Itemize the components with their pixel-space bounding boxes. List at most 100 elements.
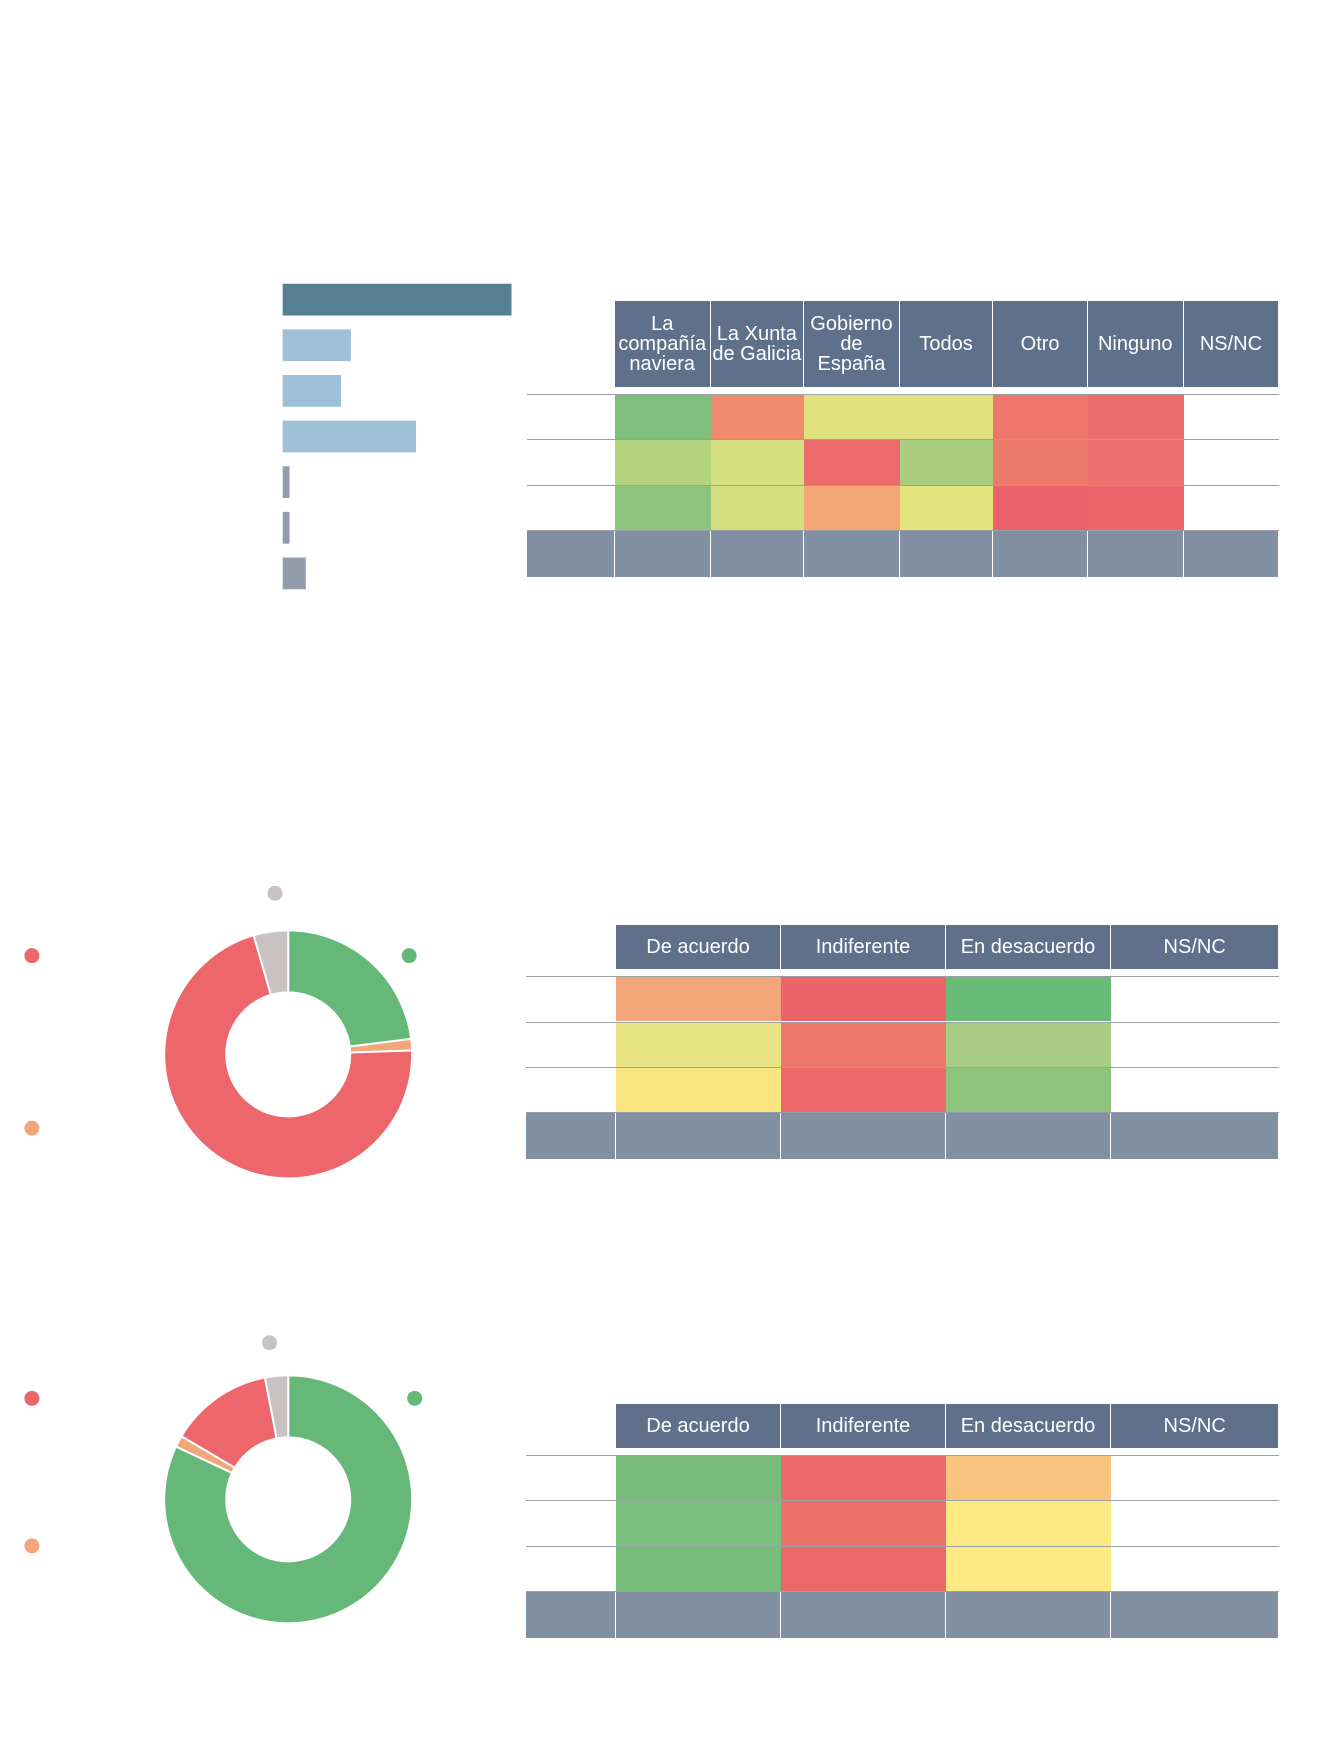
row-line <box>525 976 1280 978</box>
total-cell <box>710 530 805 577</box>
column-header: Indiferente <box>781 1403 946 1449</box>
column-header: NS/NC <box>1111 925 1280 970</box>
total-cell <box>1087 530 1184 577</box>
column-header: NS/NC <box>1183 300 1280 388</box>
row-line <box>526 484 1280 486</box>
column-header: Todos <box>899 300 994 388</box>
heat-cell <box>946 1066 1111 1113</box>
heat-cell <box>1111 1500 1280 1546</box>
heat-cell <box>1111 1455 1280 1501</box>
row-line <box>525 1066 1280 1068</box>
total-cell <box>525 1112 616 1159</box>
heat-cell <box>993 439 1088 485</box>
column-header: NS/NC <box>1111 1403 1280 1449</box>
heat-cell <box>614 439 711 485</box>
bar <box>282 375 341 407</box>
heat-cell <box>946 1545 1111 1592</box>
total-cell <box>946 1591 1111 1638</box>
heat-cell <box>899 393 994 440</box>
total-cell <box>526 530 615 577</box>
bar <box>282 557 306 590</box>
heat-cell <box>1183 393 1280 440</box>
row-line <box>525 1591 1280 1593</box>
donut-slice <box>252 929 290 997</box>
bar <box>282 420 416 453</box>
heat-cell <box>946 1500 1111 1546</box>
heat-cell <box>616 1066 781 1113</box>
bar <box>282 511 290 544</box>
heat-cell <box>781 1545 946 1592</box>
row-line <box>525 1455 1280 1457</box>
heat-cell <box>1087 439 1184 485</box>
heat-cell <box>899 439 994 485</box>
donut-slice <box>287 929 413 1048</box>
bar <box>282 329 351 362</box>
heat-cell <box>710 393 805 440</box>
heat-cell <box>1183 439 1280 485</box>
heat-cell <box>781 1021 946 1067</box>
heat-cell <box>616 976 781 1022</box>
total-cell <box>804 530 900 577</box>
total-cell <box>993 530 1088 577</box>
donut-slice <box>263 1374 290 1440</box>
total-cell <box>899 530 994 577</box>
column-header: Indiferente <box>781 925 946 970</box>
heat-cell <box>616 1545 781 1592</box>
heat-cell <box>614 393 711 440</box>
heat-cell <box>1111 1066 1280 1113</box>
legend-marker <box>24 1390 40 1406</box>
donut-slice <box>163 934 414 1180</box>
row-line <box>526 439 1280 441</box>
heat-cell <box>1111 1545 1280 1592</box>
heat-cell <box>710 439 805 485</box>
heat-cell <box>946 976 1111 1022</box>
legend-marker <box>401 948 417 964</box>
legend-marker <box>24 948 40 964</box>
column-header: De acuerdo <box>616 1403 781 1449</box>
row-line <box>526 530 1280 532</box>
heat-cell <box>993 393 1088 440</box>
legend-marker <box>24 1538 40 1554</box>
heat-cell <box>1087 393 1184 440</box>
heat-cell <box>804 393 900 440</box>
total-cell <box>616 1591 781 1638</box>
legend-marker <box>407 1390 423 1406</box>
total-cell <box>1111 1112 1280 1159</box>
heat-cell <box>781 1455 946 1501</box>
heat-cell <box>781 1500 946 1546</box>
column-header: En desacuerdo <box>946 925 1111 970</box>
heat-cell <box>781 1066 946 1113</box>
row-line <box>525 1112 1280 1114</box>
heat-cell <box>804 439 900 485</box>
bar <box>282 283 512 316</box>
legend-marker <box>267 885 283 901</box>
total-cell <box>781 1591 946 1638</box>
heat-cell <box>1183 484 1280 531</box>
row-line <box>526 393 1280 395</box>
heat-cell <box>1087 484 1184 531</box>
heat-cell <box>710 484 805 531</box>
total-cell <box>525 1591 616 1638</box>
heat-cell <box>946 1455 1111 1501</box>
total-cell <box>616 1112 781 1159</box>
column-header: De acuerdo <box>616 925 781 970</box>
heat-cell <box>616 1500 781 1546</box>
heat-cell <box>993 484 1088 531</box>
total-cell <box>1183 530 1280 577</box>
heat-cell <box>1111 1021 1280 1067</box>
legend-marker <box>24 1120 40 1136</box>
row-line <box>525 1500 1280 1502</box>
column-header: Otro <box>993 300 1088 388</box>
column-header: En desacuerdo <box>946 1403 1111 1449</box>
column-header: La Xunta de Galicia <box>710 300 805 388</box>
legend-marker <box>262 1335 277 1351</box>
donut-slice <box>163 1374 414 1625</box>
heat-cell <box>899 484 994 531</box>
heat-cell <box>616 1021 781 1067</box>
row-line <box>525 1021 1280 1023</box>
heat-cell <box>614 484 711 531</box>
row-line <box>525 1545 1280 1547</box>
column-header: Ninguno <box>1087 300 1184 388</box>
